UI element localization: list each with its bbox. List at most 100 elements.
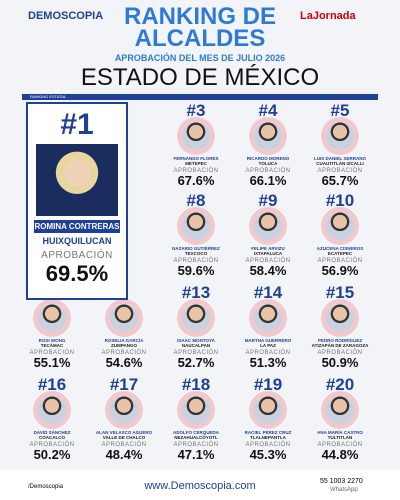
mayor-card: #20 ANA MARÍA CASTRO TULTITLÁN APROBACIÓN 44… (305, 376, 375, 464)
mayor-name: PEDRO RODRÍGUEZ (317, 338, 363, 343)
approval-label: APROBACIÓN (173, 442, 219, 448)
approval-label: APROBACIÓN (245, 350, 291, 356)
mayor-card: #13 ISAAC MONTOYA NAUCALPAN APROBACIÓN 52.7% (161, 284, 231, 372)
mayor-city: NAUCALPAN (181, 343, 211, 348)
approval-label: APROBACIÓN (317, 350, 363, 356)
mayor-rank: #13 (181, 283, 211, 302)
mayor-card: #17 ALAN VELASCO AGUERO VALLE DE CHALCO APR… (89, 376, 159, 464)
mayor-city: LA PAZ (260, 343, 276, 348)
mayor-rank: #14 (253, 283, 283, 302)
leader-approval: 69.5% (45, 261, 109, 286)
partner-logo: LaJornada (300, 10, 356, 22)
approval-label: APROBACIÓN (173, 258, 219, 264)
mayor-name: AZUCENA CISNEROS (316, 246, 364, 251)
mayor-approval: 52.7% (177, 355, 215, 370)
mayor-photo (38, 304, 66, 332)
mayor-rank: #3 (186, 101, 206, 120)
footer-whatsapp: WhatsApp (330, 487, 358, 493)
mayor-name: FELIPE ARVIZU (251, 246, 285, 251)
mayor-card: #8 NAZARIO GUTIÉRREZ TEXCOCO APROBACIÓN 59.6… (161, 192, 231, 280)
mayor-rank: #20 (325, 375, 355, 394)
mayor-card: #16 DAVID SÁNCHEZ COACALCO APROBACIÓN 50.2% (17, 376, 87, 464)
approval-label: APROBACIÓN (317, 258, 363, 264)
mayor-photo (182, 122, 210, 150)
approval-label: APROBACIÓN (245, 168, 291, 174)
footer: /Demoscopia www.Demoscopia.com 55 1003 2… (0, 470, 400, 500)
footer-phone[interactable]: 55 1003 2270 (320, 478, 363, 485)
mayor-photo (182, 212, 210, 240)
approval-label: APROBACIÓN (173, 350, 219, 356)
mayor-card: #3 FERNANDO FLORES METEPEC APROBACIÓN 67.6% (161, 102, 231, 190)
mayor-card: #10 AZUCENA CISNEROS ECATEPEC APROBACIÓN 56.… (305, 192, 375, 280)
mayor-approval: 67.6% (177, 173, 215, 188)
mayor-card: #4 RICARDO MORENO TOLUCA APROBACIÓN 66.1% (233, 102, 303, 190)
mayor-city: TULTITLÁN (327, 435, 353, 440)
mayor-photo (182, 304, 210, 332)
mayor-approval: 56.9% (321, 263, 359, 278)
approval-label: APROBACIÓN (29, 442, 75, 448)
mayor-card: #18 ADOLFO CERQUEDA NEZAHUALCÓYOTL APROBACI… (161, 376, 231, 464)
subtitle: APROBACIÓN DEL MES DE JULIO 2026 (114, 53, 286, 63)
mayor-name: RACIEL PÉREZ CRUZ (244, 430, 292, 435)
mayor-photo (254, 212, 282, 240)
mayor-card: #9 FELIPE ARVIZU IXTAPALUCA APROBACIÓN 58.4% (233, 192, 303, 280)
leader-photo (36, 144, 118, 216)
mayor-approval: 48.4% (105, 447, 143, 462)
mayor-city: TOLUCA (258, 161, 278, 166)
mayor-card: #14 MARTHA GUERRERO LA PAZ APROBACIÓN 51.3% (233, 284, 303, 372)
approval-label: APROBACIÓN (317, 168, 363, 174)
mayor-approval: 65.7% (321, 173, 359, 188)
mayor-city: METEPEC (185, 161, 207, 166)
mayor-photo (254, 304, 282, 332)
mayor-card: ROSELIA GARCÍA ZUMPANGO APROBACIÓN 54.6% (89, 284, 159, 372)
footer-site[interactable]: www.Demoscopia.com (144, 480, 256, 492)
approval-label: APROBACIÓN (101, 350, 147, 356)
mayor-photo (326, 212, 354, 240)
title: RANKING DE ALCALDES (123, 3, 276, 52)
mayor-approval: 44.8% (321, 447, 359, 462)
mayor-approval: 66.1% (249, 173, 287, 188)
approval-label: APROBACIÓN (101, 442, 147, 448)
mayor-card: #19 RACIEL PÉREZ CRUZ TLALNEPANTLA APROBACI… (233, 376, 303, 464)
section-bar: RANKING ESTATAL (22, 94, 378, 100)
mayor-rank: #18 (181, 375, 211, 394)
mayor-rank: #17 (109, 375, 139, 394)
mayor-name: DAVID SÁNCHEZ (33, 430, 71, 435)
mayor-name: NAZARIO GUTIÉRREZ (172, 246, 220, 251)
region: ESTADO DE MÉXICO (80, 64, 320, 91)
mayor-approval: 51.3% (249, 355, 287, 370)
mayor-name: ANA MARÍA CASTRO (317, 430, 363, 435)
mayor-name: ADOLFO CERQUEDA (173, 430, 219, 435)
mayor-approval: 50.9% (321, 355, 359, 370)
mayor-rank: #16 (37, 375, 67, 394)
mayor-city: TLALNEPANTLA (250, 435, 286, 440)
mayor-rank: #4 (258, 101, 278, 120)
mayor-photo (110, 304, 138, 332)
mayor-photo (110, 396, 138, 424)
mayor-card: #15 PEDRO RODRÍGUEZ ATIZAPÁN DE ZARAGOZA AP… (305, 284, 375, 372)
leader-name: ROMINA CONTRERAS (34, 220, 120, 233)
mayor-card: ROSI WONG TECÁMAC APROBACIÓN 55.1% (17, 284, 87, 372)
mayor-city: VALLE DE CHALCO (102, 435, 146, 440)
mayor-city: ZUMPANGO (111, 343, 137, 348)
mayor-city: IXTAPALUCA (253, 251, 283, 256)
approval-label: APROBACIÓN (29, 350, 75, 356)
mayor-city: ECATEPEC (327, 251, 353, 256)
leader-rank: #1 (60, 108, 94, 141)
mayor-name: ALAN VELASCO AGUERO (95, 430, 153, 435)
brand-logo: DEMOSCOPIA (28, 10, 104, 22)
footer-social[interactable]: /Demoscopia (28, 484, 64, 490)
mayor-name: ROSELIA GARCÍA (104, 338, 144, 343)
mayor-photo (254, 396, 282, 424)
mayor-city: COACALCO (39, 435, 65, 440)
mayor-city: TEXCOCO (184, 251, 208, 256)
mayor-approval: 50.2% (33, 447, 71, 462)
mayor-approval: 55.1% (33, 355, 71, 370)
mayor-approval: 59.6% (177, 263, 215, 278)
approval-label: APROBACIÓN (173, 168, 219, 174)
approval-label: APROBACIÓN (245, 442, 291, 448)
leader-city: HUIXQUILUCAN (42, 236, 112, 246)
mayor-city: NEZAHUALCÓYOTL (174, 435, 218, 440)
mayor-rank: #5 (330, 101, 350, 120)
